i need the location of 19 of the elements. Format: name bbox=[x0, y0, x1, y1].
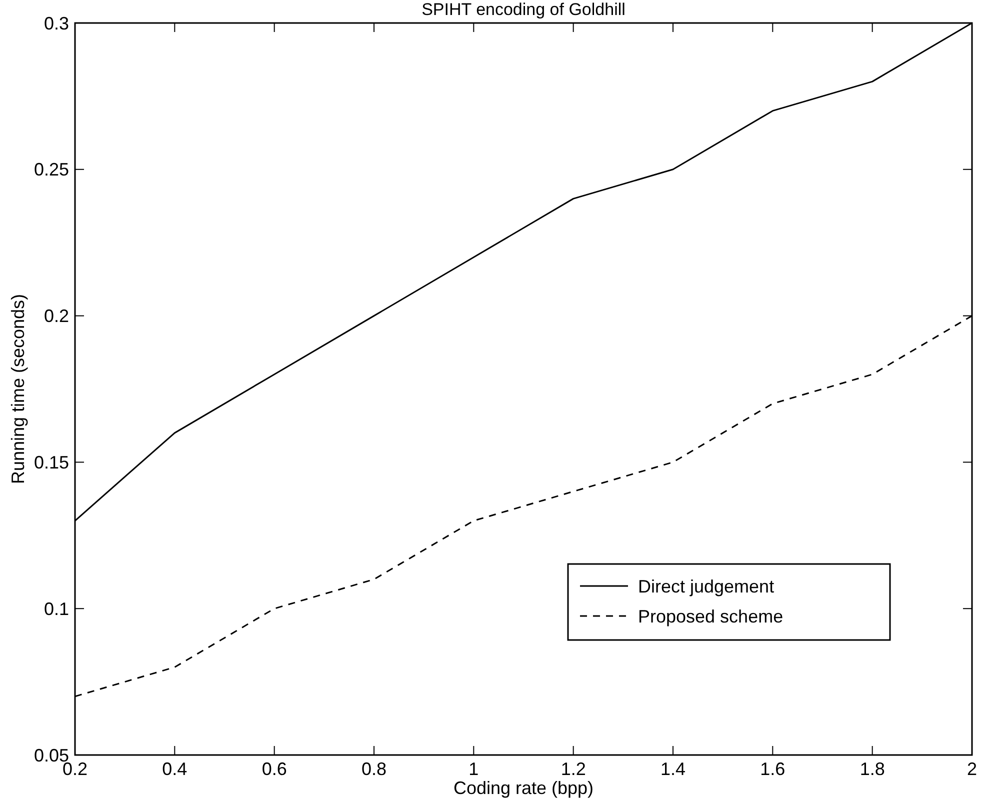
x-tick-label: 0.8 bbox=[361, 759, 387, 779]
x-tick-label: 0.4 bbox=[162, 759, 188, 779]
legend-label: Proposed scheme bbox=[638, 606, 784, 626]
x-tick-label: 1.8 bbox=[860, 759, 885, 779]
chart-title: SPIHT encoding of Goldhill bbox=[422, 0, 626, 19]
y-tick-label: 0.1 bbox=[44, 598, 69, 619]
x-tick-label: 1.2 bbox=[560, 759, 586, 779]
x-tick-label: 1.6 bbox=[760, 759, 786, 779]
x-tick-label: 1 bbox=[468, 759, 479, 779]
y-tick-label: 0.25 bbox=[34, 160, 69, 180]
y-tick-label: 0.15 bbox=[34, 452, 69, 472]
x-tick-label: 2 bbox=[966, 759, 978, 779]
y-tick-label: 0.2 bbox=[44, 306, 69, 326]
x-tick-label: 1.4 bbox=[660, 759, 686, 779]
x-tick-label: 0.6 bbox=[262, 759, 287, 779]
x-axis-title: Coding rate (bpp) bbox=[453, 778, 594, 798]
y-tick-label: 0.3 bbox=[44, 13, 69, 34]
legend-label: Direct judgement bbox=[638, 576, 774, 596]
y-axis-title: Running time (seconds) bbox=[8, 294, 28, 484]
